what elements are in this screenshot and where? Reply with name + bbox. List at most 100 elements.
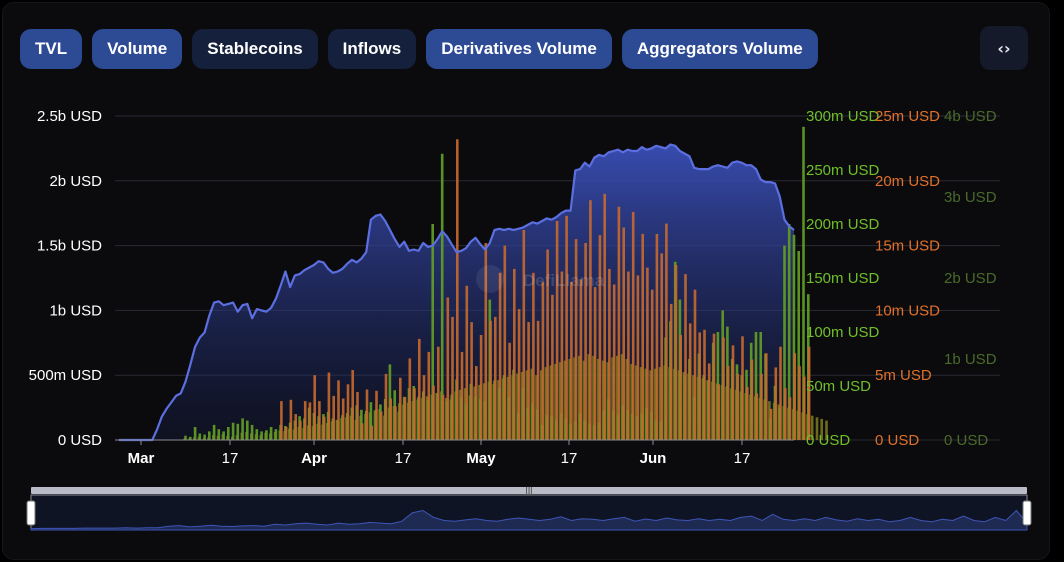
bar-derivatives-volume <box>332 395 335 440</box>
bar-derivatives-volume <box>441 394 445 440</box>
tab-volume[interactable]: Volume <box>92 29 183 69</box>
bar-derivatives-volume <box>612 284 616 440</box>
bar-derivatives-volume <box>646 267 649 440</box>
bar-aggregators-volume <box>825 420 828 440</box>
bar-volume <box>274 429 278 440</box>
bar-derivatives-volume <box>750 359 754 440</box>
bar-derivatives-volume <box>479 335 483 440</box>
bar-derivatives-volume <box>422 375 426 440</box>
bar-volume <box>212 424 216 440</box>
bar-derivatives-volume <box>503 245 507 440</box>
bar-derivatives-volume <box>674 265 678 440</box>
bar-volume <box>255 429 259 440</box>
y-tick-tvl: 1b USD <box>49 302 102 319</box>
bar-derivatives-volume <box>679 335 682 440</box>
bar-derivatives-volume <box>517 309 521 440</box>
y-tick-derivatives-volume: 10m USD <box>875 302 940 319</box>
bar-volume <box>227 427 230 440</box>
bar-aggregators-volume <box>592 355 595 440</box>
tab-aggregators-volume[interactable]: Aggregators Volume <box>621 29 818 69</box>
bar-volume <box>184 435 187 440</box>
bar-derivatives-volume <box>774 367 778 440</box>
bar-derivatives-volume <box>341 398 345 440</box>
bar-derivatives-volume <box>703 329 706 440</box>
bar-volume <box>754 332 758 440</box>
bar-derivatives-volume <box>803 376 806 440</box>
llama-logo-icon <box>476 265 504 293</box>
bar-derivatives-volume <box>717 384 720 440</box>
bar-aggregators-volume <box>649 370 652 440</box>
bar-derivatives-volume <box>280 401 283 440</box>
bar-aggregators-volume <box>578 355 581 440</box>
bar-derivatives-volume <box>494 316 497 440</box>
bar-derivatives-volume <box>432 385 435 440</box>
y-tick-tvl: 2b USD <box>49 173 102 190</box>
bar-volume <box>246 420 249 440</box>
bar-aggregators-volume <box>820 418 823 440</box>
bar-derivatives-volume <box>356 392 359 440</box>
bar-derivatives-volume <box>413 388 416 440</box>
bar-derivatives-volume <box>741 336 744 440</box>
x-tick-label: May <box>466 450 496 467</box>
bar-derivatives-volume <box>565 215 568 440</box>
bar-derivatives-volume <box>665 223 668 440</box>
bar-derivatives-volume <box>731 345 735 440</box>
bar-derivatives-volume <box>660 253 663 440</box>
bar-derivatives-volume <box>760 373 763 440</box>
bar-aggregators-volume <box>601 360 605 440</box>
tab-inflows[interactable]: Inflows <box>327 29 417 69</box>
bar-derivatives-volume <box>427 351 431 440</box>
tab-stablecoins[interactable]: Stablecoins <box>192 29 318 69</box>
bar-volume <box>203 434 206 440</box>
y-tick-tvl: 1.5b USD <box>37 238 102 255</box>
bar-derivatives-volume <box>384 373 388 440</box>
bar-aggregators-volume <box>625 359 629 440</box>
bar-derivatives-volume <box>608 268 611 440</box>
bar-volume <box>440 153 444 441</box>
bar-derivatives-volume <box>437 346 440 440</box>
bar-aggregators-volume <box>568 359 572 440</box>
bar-volume <box>241 418 244 440</box>
bar-derivatives-volume <box>617 206 621 440</box>
bar-derivatives-volume <box>498 272 502 440</box>
bar-derivatives-volume <box>603 193 606 440</box>
bar-derivatives-volume <box>294 414 297 440</box>
y-tick-tvl: 0 USD <box>58 432 102 449</box>
bar-derivatives-volume <box>555 221 559 440</box>
range-selector[interactable]: ||| <box>26 485 1032 531</box>
drag-grip-icon: ||| <box>525 485 532 495</box>
y-tick-aggregators-volume: 0 USD <box>944 432 988 449</box>
bar-derivatives-volume <box>627 271 630 440</box>
bar-derivatives-volume <box>584 243 587 440</box>
bar-derivatives-volume <box>589 200 592 440</box>
bar-derivatives-volume <box>389 398 392 440</box>
bar-derivatives-volume <box>622 227 625 440</box>
y-tick-volume: 200m USD <box>806 216 880 233</box>
bar-volume <box>231 422 235 440</box>
tab-tvl[interactable]: TVL <box>20 29 83 69</box>
bar-derivatives-volume <box>399 377 402 440</box>
bar-volume <box>198 433 202 440</box>
bar-volume <box>217 429 221 440</box>
bar-derivatives-volume <box>351 370 354 440</box>
bar-derivatives-volume <box>598 235 602 440</box>
y-tick-derivatives-volume: 20m USD <box>875 173 940 190</box>
embed-code-button[interactable]: ‹› <box>980 26 1028 70</box>
bar-volume <box>236 423 240 440</box>
y-tick-derivatives-volume: 5m USD <box>875 367 932 384</box>
bar-derivatives-volume <box>403 397 407 440</box>
bar-derivatives-volume <box>726 366 730 440</box>
bar-derivatives-volume <box>650 289 654 440</box>
x-tick-label: Jun <box>640 450 667 467</box>
bar-derivatives-volume <box>460 351 464 440</box>
overview-area <box>30 509 1028 531</box>
tab-derivatives-volume[interactable]: Derivatives Volume <box>426 29 612 69</box>
bar-derivatives-volume <box>788 397 792 440</box>
bar-derivatives-volume <box>489 320 492 440</box>
bar-derivatives-volume <box>379 411 383 440</box>
bar-aggregators-volume <box>582 360 586 440</box>
bar-derivatives-volume <box>541 281 545 440</box>
bar-aggregators-volume <box>810 415 814 440</box>
bar-aggregators-volume <box>597 359 600 440</box>
bar-aggregators-volume <box>644 368 648 440</box>
